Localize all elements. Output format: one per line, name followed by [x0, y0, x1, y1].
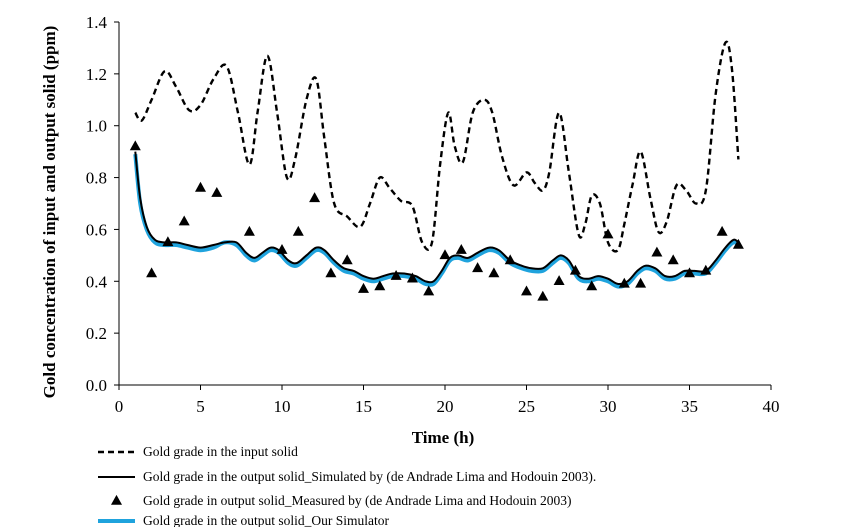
y-tick-label: 1.0 — [86, 117, 107, 136]
data-point — [276, 244, 288, 254]
legend-label: Gold grade in the output solid_Our Simul… — [143, 513, 389, 527]
y-tick-label: 0.0 — [86, 376, 107, 395]
legend-label: Gold grade in the input solid — [143, 444, 298, 459]
data-point — [390, 269, 402, 280]
data-point — [488, 267, 500, 278]
legend-marker — [111, 494, 122, 505]
data-point — [732, 238, 744, 249]
legend-label: Gold grade in output solid_Measured by (… — [143, 493, 572, 508]
data-point — [341, 254, 353, 265]
data-point — [358, 282, 369, 293]
data-point — [146, 267, 158, 278]
data-point — [602, 228, 614, 239]
x-axis-title: Time (h) — [412, 428, 475, 447]
y-tick-label: 1.2 — [86, 65, 107, 84]
data-point — [423, 285, 435, 296]
data-point — [504, 254, 516, 265]
plot-area — [129, 40, 744, 301]
data-point — [178, 215, 190, 226]
x-tick-label: 5 — [196, 397, 205, 416]
x-tick-label: 15 — [355, 397, 372, 416]
data-point — [667, 254, 679, 265]
data-point — [586, 280, 598, 291]
y-tick-label: 0.4 — [86, 272, 108, 291]
x-tick-label: 0 — [115, 397, 124, 416]
data-point — [211, 186, 223, 197]
data-point — [716, 225, 728, 236]
y-axis-title: Gold concentration of input and output s… — [40, 26, 59, 399]
y-tick-label: 0.6 — [86, 220, 107, 239]
legend-label: Gold grade in the output solid_Simulated… — [143, 469, 596, 484]
x-tick-label: 10 — [274, 397, 291, 416]
x-tick-label: 25 — [518, 397, 535, 416]
x-tick-label: 40 — [763, 397, 780, 416]
series-line — [134, 40, 740, 253]
x-tick-label: 35 — [681, 397, 698, 416]
data-point — [129, 140, 141, 151]
series-line — [133, 154, 740, 289]
data-point — [700, 264, 712, 275]
data-point — [243, 225, 255, 236]
data-point — [439, 249, 451, 260]
x-tick-label: 30 — [600, 397, 617, 416]
data-point — [309, 192, 321, 203]
data-point — [521, 285, 532, 296]
data-point — [472, 262, 484, 273]
data-point — [569, 264, 581, 275]
data-point — [651, 246, 663, 257]
data-point — [455, 244, 467, 254]
data-point — [618, 277, 630, 288]
axes: 0.0 0.2 0.4 0.6 0.8 1.0 1.2 1.4 0 5 10 15 20 25 30 35 40 — [86, 13, 780, 416]
legend: Gold grade in the input solid Gold grade … — [98, 444, 596, 528]
data-point — [195, 181, 206, 192]
data-point — [635, 277, 647, 288]
data-point — [406, 272, 418, 283]
y-tick-label: 0.2 — [86, 324, 107, 343]
series-line — [134, 151, 739, 285]
data-point — [537, 290, 549, 301]
data-point — [325, 267, 337, 278]
data-point — [292, 225, 304, 236]
y-tick-label: 0.8 — [86, 169, 107, 188]
data-point — [684, 267, 695, 278]
data-point — [553, 275, 565, 286]
data-point — [162, 236, 174, 247]
data-point — [374, 280, 386, 291]
y-tick-label: 1.4 — [86, 13, 108, 32]
x-tick-label: 20 — [437, 397, 454, 416]
